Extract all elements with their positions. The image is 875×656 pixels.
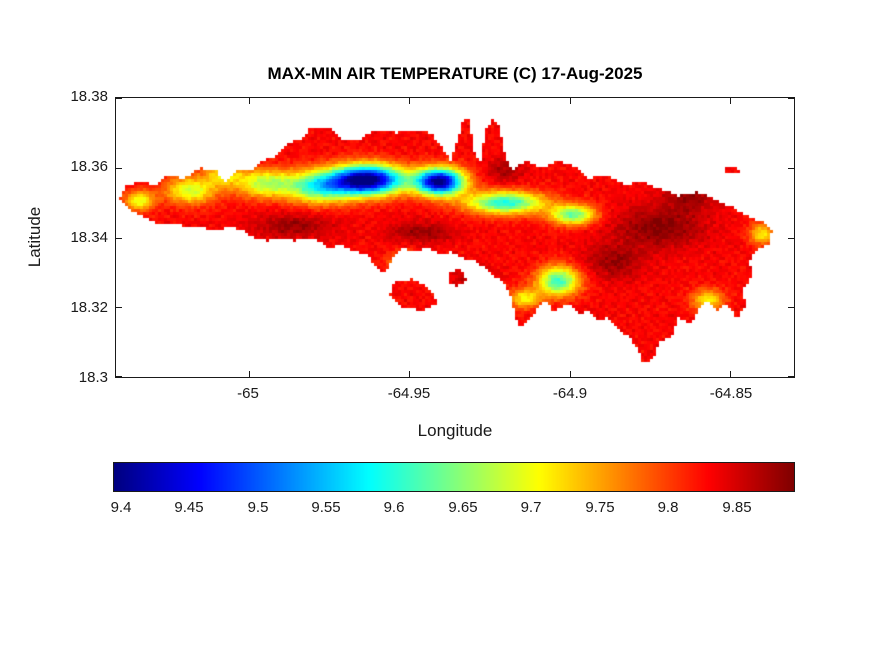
tick-mark (116, 307, 122, 308)
heatmap-canvas (116, 98, 794, 377)
tick-mark (570, 98, 571, 104)
tick-mark (788, 376, 794, 377)
colorbar-tick-label: 9.85 (722, 499, 752, 516)
colorbar-tick-label: 9.4 (110, 499, 132, 516)
chart-title: MAX-MIN AIR TEMPERATURE (C) 17-Aug-2025 (267, 64, 643, 83)
x-tick-label: -64.95 (387, 385, 431, 402)
tick-mark (788, 98, 794, 99)
y-tick-label: 18.34 (70, 229, 108, 246)
y-tick-label: 18.38 (70, 88, 108, 105)
tick-mark (730, 98, 731, 104)
x-tick-label: -64.85 (709, 385, 753, 402)
colorbar-tick-label: 9.75 (585, 499, 615, 516)
colorbar-tick-label: 9.7 (520, 499, 542, 516)
y-tick-label: 18.3 (78, 369, 108, 386)
colorbar (113, 462, 795, 492)
y-tick-label: 18.32 (70, 299, 108, 316)
tick-mark (788, 307, 794, 308)
tick-mark (409, 371, 410, 377)
tick-mark (116, 238, 122, 239)
plot-area (115, 97, 795, 378)
tick-mark (116, 376, 122, 377)
tick-mark (249, 98, 250, 104)
tick-mark (116, 98, 122, 99)
colorbar-tick-label: 9.5 (247, 499, 269, 516)
colorbar-tick-label: 9.45 (174, 499, 204, 516)
colorbar-tick-label: 9.65 (448, 499, 478, 516)
tick-mark (788, 238, 794, 239)
tick-mark (788, 168, 794, 169)
x-tick-label: -64.9 (552, 385, 588, 402)
y-tick-label: 18.36 (70, 158, 108, 175)
colorbar-tick-label: 9.55 (311, 499, 341, 516)
tick-mark (116, 168, 122, 169)
colorbar-tick-label: 9.6 (383, 499, 405, 516)
tick-mark (570, 371, 571, 377)
colorbar-tick-label: 9.8 (657, 499, 679, 516)
x-axis-label: Longitude (417, 421, 493, 440)
tick-mark (730, 371, 731, 377)
x-tick-label: -65 (237, 385, 259, 402)
tick-mark (409, 98, 410, 104)
tick-mark (249, 371, 250, 377)
colorbar-gradient-canvas (114, 463, 794, 491)
